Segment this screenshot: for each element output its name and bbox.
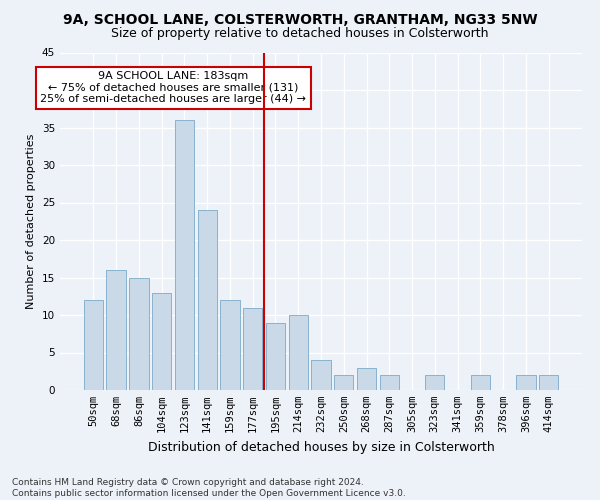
Text: 9A, SCHOOL LANE, COLSTERWORTH, GRANTHAM, NG33 5NW: 9A, SCHOOL LANE, COLSTERWORTH, GRANTHAM,…	[62, 12, 538, 26]
Bar	[243, 308, 262, 390]
Bar	[266, 322, 285, 390]
Bar	[334, 375, 353, 390]
Bar	[152, 292, 172, 390]
Bar	[425, 375, 445, 390]
Text: Size of property relative to detached houses in Colsterworth: Size of property relative to detached ho…	[111, 28, 489, 40]
Text: 9A SCHOOL LANE: 183sqm
← 75% of detached houses are smaller (131)
25% of semi-de: 9A SCHOOL LANE: 183sqm ← 75% of detached…	[40, 71, 306, 104]
Bar	[289, 315, 308, 390]
Y-axis label: Number of detached properties: Number of detached properties	[26, 134, 37, 309]
X-axis label: Distribution of detached houses by size in Colsterworth: Distribution of detached houses by size …	[148, 440, 494, 454]
Bar	[311, 360, 331, 390]
Text: Contains HM Land Registry data © Crown copyright and database right 2024.
Contai: Contains HM Land Registry data © Crown c…	[12, 478, 406, 498]
Bar	[220, 300, 239, 390]
Bar	[470, 375, 490, 390]
Bar	[129, 278, 149, 390]
Bar	[197, 210, 217, 390]
Bar	[539, 375, 558, 390]
Bar	[516, 375, 536, 390]
Bar	[357, 368, 376, 390]
Bar	[175, 120, 194, 390]
Bar	[380, 375, 399, 390]
Bar	[84, 300, 103, 390]
Bar	[106, 270, 126, 390]
